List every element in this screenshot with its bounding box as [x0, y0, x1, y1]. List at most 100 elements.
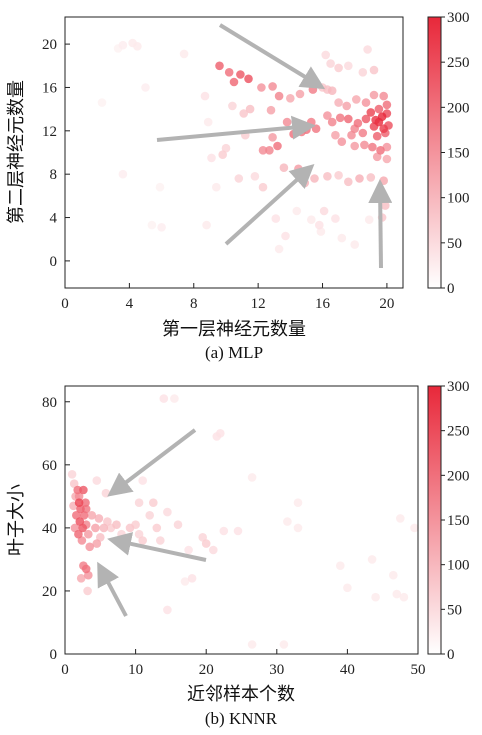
scatter-point	[218, 150, 227, 159]
scatter-point	[372, 152, 382, 162]
scatter-point	[81, 564, 91, 574]
scatter-point	[118, 40, 128, 50]
scatter-point	[76, 574, 86, 583]
scatter-point	[247, 473, 257, 482]
scatter-point	[187, 574, 197, 583]
scatter-point	[271, 214, 281, 223]
colorbar-tick-label: 150	[447, 146, 470, 162]
knnr-plot-frame	[64, 385, 419, 655]
colorbar-tick-label: 100	[447, 558, 470, 574]
scatter-point	[392, 589, 402, 599]
scatter-point	[79, 511, 89, 520]
scatter-point	[289, 129, 298, 139]
x-tick-label: 0	[61, 296, 69, 312]
scatter-point	[202, 220, 211, 230]
scatter-point	[279, 163, 289, 172]
scatter-point	[198, 533, 207, 542]
scatter-point	[101, 488, 111, 498]
scatter-point	[75, 517, 85, 526]
knnr-axis-ticks: 0 10 20 30 40 50 0 20 40 60 80	[42, 395, 426, 678]
scatter-point	[294, 164, 303, 174]
y-tick-label: 16	[42, 80, 58, 96]
y-tick-label: 80	[42, 395, 57, 411]
scatter-point	[374, 104, 384, 114]
scatter-point	[184, 545, 193, 555]
mlp-arrows	[156, 23, 393, 269]
scatter-point	[156, 536, 165, 545]
scatter-point	[293, 498, 303, 508]
scatter-point	[343, 583, 352, 593]
x-tick-label: 4	[126, 296, 134, 312]
scatter-point	[134, 498, 144, 508]
scatter-point	[279, 640, 289, 649]
scatter-point	[245, 104, 255, 114]
scatter-point	[389, 570, 398, 580]
scatter-point	[376, 146, 385, 155]
scatter-point	[72, 511, 81, 520]
scatter-point	[347, 130, 356, 140]
x-tick-label: 30	[269, 662, 284, 678]
scatter-point	[69, 479, 79, 489]
y-tick-label: 20	[42, 584, 57, 600]
scatter-point	[372, 131, 382, 141]
scatter-point	[141, 83, 150, 92]
scatter-point	[99, 523, 109, 533]
scatter-point	[379, 124, 389, 133]
scatter-point	[344, 177, 353, 187]
scatter-point	[358, 68, 368, 77]
mlp-x-axis-label: 第一层神经元数量	[162, 319, 306, 340]
scatter-point	[215, 61, 224, 71]
scatter-point	[371, 592, 380, 602]
scatter-point	[292, 206, 302, 216]
scatter-point	[353, 118, 363, 128]
scatter-point	[381, 201, 390, 210]
scatter-point	[268, 133, 277, 142]
scatter-point	[258, 182, 268, 192]
scatter-point	[283, 517, 292, 526]
scatter-point	[300, 178, 310, 188]
scatter-point	[382, 100, 392, 110]
scatter-point	[293, 523, 303, 533]
scatter-point	[133, 42, 142, 51]
scatter-point	[97, 98, 107, 107]
knnr-caption: (b) KNNR	[205, 709, 278, 728]
scatter-point	[274, 244, 284, 254]
mlp-y-axis-label: 第二层神经元数量	[6, 80, 27, 224]
scatter-point	[319, 206, 329, 216]
scatter-point	[337, 137, 347, 146]
knnr-scatter-points	[67, 394, 419, 649]
scatter-point	[316, 227, 326, 236]
colorbar-tick-label: 300	[447, 379, 470, 395]
scatter-point	[79, 485, 88, 495]
scatter-point	[149, 498, 158, 508]
scatter-point	[286, 94, 295, 103]
scatter-point	[334, 98, 343, 107]
mlp-caption: (a) MLP	[205, 343, 263, 362]
scatter-point	[180, 577, 190, 586]
scatter-point	[83, 586, 92, 596]
scatter-point	[216, 429, 225, 438]
scatter-point	[352, 95, 361, 104]
scatter-point	[382, 154, 392, 164]
scatter-point	[201, 539, 211, 548]
knnr-arrows	[97, 428, 207, 617]
scatter-point	[331, 214, 340, 223]
mlp-plot-frame	[64, 16, 404, 289]
scatter-point	[221, 143, 231, 153]
scatter-point	[257, 83, 266, 92]
arrow-annotation	[107, 428, 197, 497]
colorbar-tick-label: 200	[447, 468, 470, 484]
scatter-point	[163, 605, 172, 615]
scatter-point	[247, 640, 257, 649]
scatter-point	[170, 394, 179, 403]
scatter-point	[336, 561, 345, 570]
scatter-point	[250, 172, 260, 181]
mlp-scatter-points	[97, 38, 393, 254]
scatter-point	[308, 85, 318, 94]
scatter-point	[239, 109, 248, 118]
scatter-point	[368, 142, 377, 152]
scatter-point	[155, 182, 165, 192]
scatter-point	[379, 91, 389, 101]
